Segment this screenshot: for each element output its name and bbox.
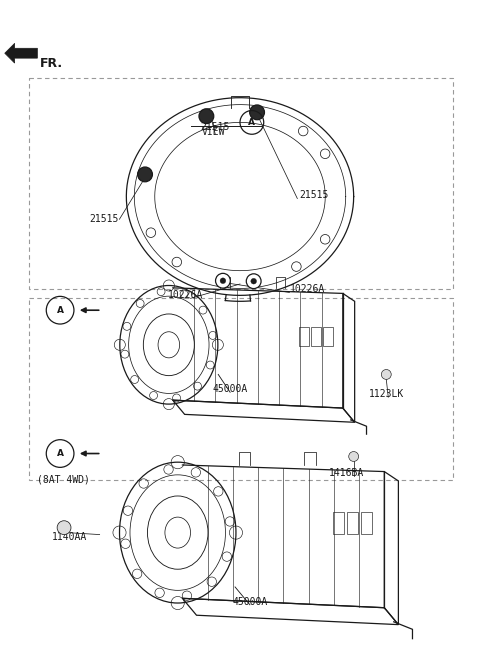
- Circle shape: [57, 521, 71, 534]
- Circle shape: [146, 228, 156, 238]
- Text: (8AT 4WD): (8AT 4WD): [37, 475, 90, 485]
- Circle shape: [172, 257, 181, 267]
- Bar: [300, 328, 309, 346]
- Circle shape: [349, 451, 359, 461]
- Text: 10226A: 10226A: [289, 284, 324, 294]
- Text: 21515: 21515: [201, 122, 230, 132]
- Bar: [29, 299, 454, 479]
- Text: 1416BA: 1416BA: [329, 468, 364, 478]
- Bar: [29, 78, 454, 289]
- Text: 1140AA: 1140AA: [52, 533, 87, 542]
- Text: FR.: FR.: [40, 56, 63, 69]
- Circle shape: [250, 105, 264, 120]
- Circle shape: [251, 278, 256, 284]
- Circle shape: [381, 369, 391, 379]
- Bar: [361, 512, 372, 534]
- Bar: [311, 328, 321, 346]
- Bar: [323, 328, 333, 346]
- Bar: [333, 512, 344, 534]
- Bar: [347, 512, 358, 534]
- Text: A: A: [248, 118, 255, 127]
- Circle shape: [320, 234, 330, 244]
- Circle shape: [246, 274, 261, 289]
- Text: 10226A: 10226A: [168, 290, 203, 301]
- Circle shape: [199, 109, 214, 124]
- Text: A: A: [57, 306, 64, 314]
- Polygon shape: [5, 43, 37, 63]
- Circle shape: [216, 273, 230, 288]
- Circle shape: [138, 167, 153, 182]
- Text: VIEW: VIEW: [202, 127, 225, 138]
- Text: A: A: [57, 449, 64, 458]
- Circle shape: [299, 126, 308, 136]
- Text: 1123LK: 1123LK: [369, 389, 404, 399]
- Circle shape: [220, 278, 226, 284]
- Circle shape: [320, 149, 330, 159]
- Text: 21515: 21515: [90, 214, 119, 224]
- Text: 21515: 21515: [300, 189, 329, 200]
- Text: 45000A: 45000A: [232, 597, 267, 607]
- Circle shape: [292, 262, 301, 271]
- Text: 45000A: 45000A: [213, 384, 248, 394]
